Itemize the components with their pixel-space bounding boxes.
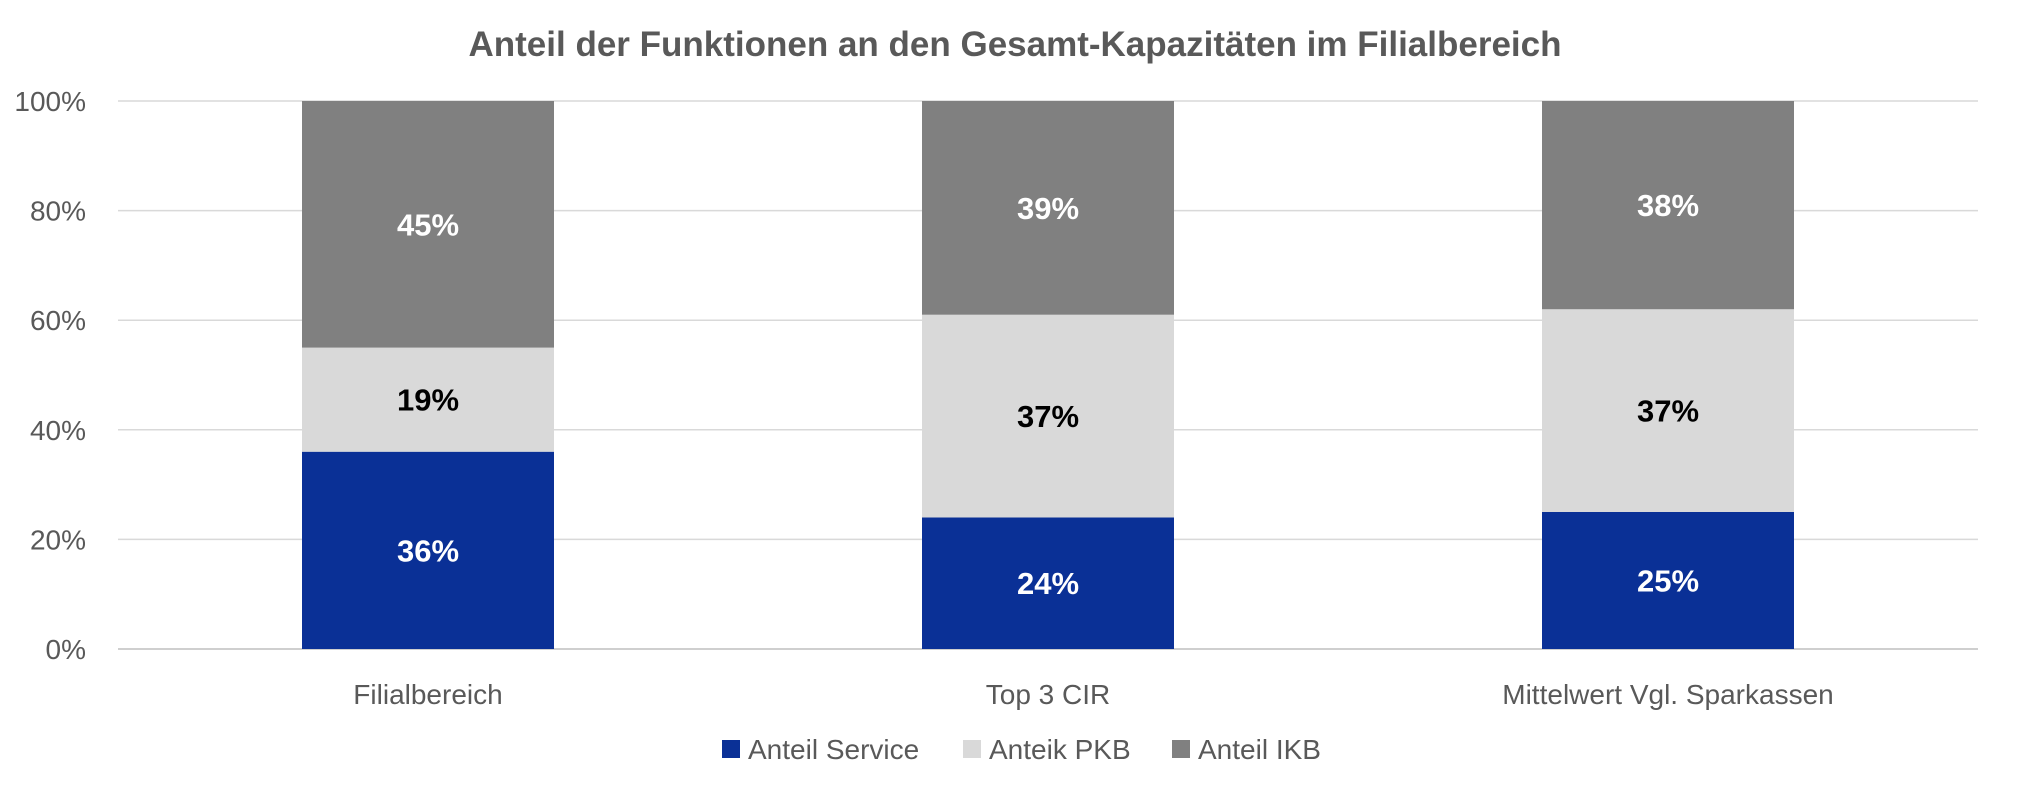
y-tick-label: 0% (46, 634, 86, 665)
y-tick-label: 40% (30, 415, 86, 446)
legend: Anteil Service Anteik PKB Anteil IKB (722, 734, 1321, 765)
legend-swatch (1172, 740, 1190, 758)
data-label: 38% (1637, 188, 1699, 223)
bar-segment (1542, 101, 1794, 310)
chart-title: Anteil der Funktionen an den Gesamt-Kapa… (469, 25, 1562, 64)
x-axis: Filialbereich Top 3 CIR Mittelwert Vgl. Sp… (353, 679, 1833, 710)
bar-segment (1542, 309, 1794, 512)
data-label: 36% (397, 533, 459, 568)
data-label: 37% (1637, 394, 1699, 429)
legend-swatch (963, 740, 981, 758)
legend-label: Anteil IKB (1198, 734, 1321, 765)
data-label: 37% (1017, 399, 1079, 434)
bar-segment (1542, 512, 1794, 649)
data-label: 39% (1017, 191, 1079, 226)
legend-label: Anteik PKB (989, 734, 1131, 765)
bar-segment (922, 314, 1174, 518)
x-tick-label: Filialbereich (353, 679, 502, 710)
bar-segment (302, 451, 554, 649)
y-tick-label: 100% (14, 86, 86, 117)
bar-segment (302, 347, 554, 452)
y-axis: 0% 20% 40% 60% 80% 100% (14, 86, 86, 665)
y-tick-label: 60% (30, 305, 86, 336)
x-tick-label: Mittelwert Vgl. Sparkassen (1502, 679, 1833, 710)
bar-segment (922, 101, 1174, 315)
y-tick-label: 80% (30, 196, 86, 227)
data-label: 25% (1637, 564, 1699, 599)
bars: 36% 19% 45% 24% 37% 39% 25% 37% 38% (302, 101, 1794, 649)
data-label: 19% (397, 383, 459, 418)
y-tick-label: 20% (30, 524, 86, 555)
legend-label: Anteil Service (748, 734, 919, 765)
legend-swatch (722, 740, 740, 758)
data-label: 45% (397, 207, 459, 242)
bar-segment (302, 101, 554, 348)
data-label: 24% (1017, 566, 1079, 601)
bar-segment (922, 517, 1174, 649)
x-tick-label: Top 3 CIR (986, 679, 1111, 710)
